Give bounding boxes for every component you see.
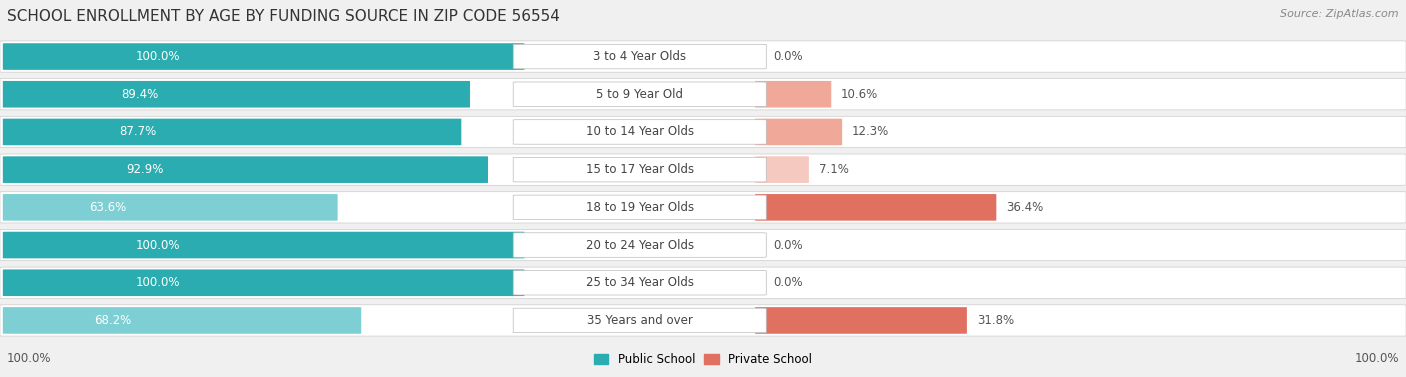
FancyBboxPatch shape (0, 229, 1406, 261)
Text: 31.8%: 31.8% (977, 314, 1014, 327)
Text: 0.0%: 0.0% (773, 276, 803, 289)
Text: 7.1%: 7.1% (818, 163, 849, 176)
FancyBboxPatch shape (513, 271, 766, 295)
Text: 3 to 4 Year Olds: 3 to 4 Year Olds (593, 50, 686, 63)
FancyBboxPatch shape (755, 307, 967, 334)
Text: SCHOOL ENROLLMENT BY AGE BY FUNDING SOURCE IN ZIP CODE 56554: SCHOOL ENROLLMENT BY AGE BY FUNDING SOUR… (7, 9, 560, 25)
Text: 15 to 17 Year Olds: 15 to 17 Year Olds (586, 163, 693, 176)
Text: 12.3%: 12.3% (852, 126, 889, 138)
FancyBboxPatch shape (3, 232, 524, 258)
Text: 100.0%: 100.0% (1354, 352, 1399, 365)
FancyBboxPatch shape (0, 305, 1406, 336)
FancyBboxPatch shape (513, 158, 766, 182)
Text: 10.6%: 10.6% (841, 88, 879, 101)
Legend: Public School, Private School: Public School, Private School (589, 349, 817, 371)
Text: 63.6%: 63.6% (89, 201, 127, 214)
FancyBboxPatch shape (3, 43, 524, 70)
FancyBboxPatch shape (513, 195, 766, 219)
Text: 92.9%: 92.9% (127, 163, 163, 176)
FancyBboxPatch shape (3, 194, 337, 221)
Text: 89.4%: 89.4% (122, 88, 159, 101)
FancyBboxPatch shape (3, 270, 524, 296)
Text: 100.0%: 100.0% (7, 352, 52, 365)
FancyBboxPatch shape (0, 267, 1406, 299)
FancyBboxPatch shape (755, 156, 808, 183)
Text: 35 Years and over: 35 Years and over (586, 314, 693, 327)
FancyBboxPatch shape (755, 81, 831, 107)
Text: 100.0%: 100.0% (135, 276, 180, 289)
FancyBboxPatch shape (3, 307, 361, 334)
Text: 0.0%: 0.0% (773, 239, 803, 251)
FancyBboxPatch shape (755, 119, 842, 145)
FancyBboxPatch shape (3, 119, 461, 145)
FancyBboxPatch shape (513, 120, 766, 144)
Text: 68.2%: 68.2% (94, 314, 132, 327)
Text: 10 to 14 Year Olds: 10 to 14 Year Olds (586, 126, 693, 138)
FancyBboxPatch shape (513, 308, 766, 333)
FancyBboxPatch shape (3, 156, 488, 183)
FancyBboxPatch shape (513, 44, 766, 69)
Text: 0.0%: 0.0% (773, 50, 803, 63)
Text: 100.0%: 100.0% (135, 50, 180, 63)
Text: 20 to 24 Year Olds: 20 to 24 Year Olds (586, 239, 693, 251)
Text: 25 to 34 Year Olds: 25 to 34 Year Olds (586, 276, 693, 289)
FancyBboxPatch shape (0, 154, 1406, 185)
FancyBboxPatch shape (513, 82, 766, 106)
FancyBboxPatch shape (0, 116, 1406, 147)
Text: 5 to 9 Year Old: 5 to 9 Year Old (596, 88, 683, 101)
Text: 18 to 19 Year Olds: 18 to 19 Year Olds (586, 201, 693, 214)
Text: 100.0%: 100.0% (135, 239, 180, 251)
Text: Source: ZipAtlas.com: Source: ZipAtlas.com (1281, 9, 1399, 20)
FancyBboxPatch shape (513, 233, 766, 257)
FancyBboxPatch shape (0, 192, 1406, 223)
Text: 36.4%: 36.4% (1007, 201, 1043, 214)
FancyBboxPatch shape (755, 194, 997, 221)
FancyBboxPatch shape (0, 41, 1406, 72)
FancyBboxPatch shape (3, 81, 470, 107)
Text: 87.7%: 87.7% (120, 126, 157, 138)
FancyBboxPatch shape (0, 79, 1406, 110)
